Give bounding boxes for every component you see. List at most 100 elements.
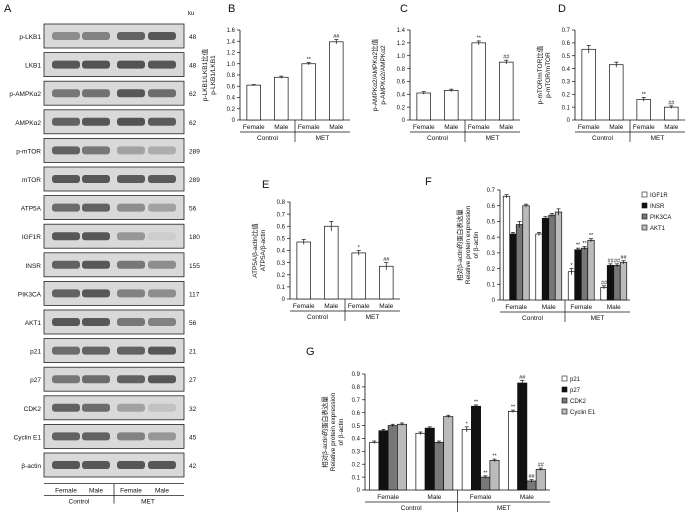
y-tick-label: 0.7: [352, 398, 361, 404]
blot-band: [82, 117, 110, 126]
y-tick-label: 1.6: [227, 28, 236, 34]
blot-band: [117, 175, 145, 183]
y-tick-label: 0.5: [487, 220, 496, 226]
bar: [509, 233, 517, 301]
blot-band: [148, 146, 176, 155]
size-label: 27: [189, 377, 197, 384]
x-tick-label: Male: [324, 303, 338, 310]
panel-c: C 0 0.2 0.4 0.6 0.8 1.0 1.2 1.4 p-AMPKα2/AMPKα2比值…: [370, 3, 520, 142]
y-tick-label: 0.6: [277, 224, 286, 230]
x-group-label: Control: [401, 505, 423, 512]
group-label: Control: [69, 499, 91, 506]
bar: [378, 430, 389, 491]
y-axis-title-en: p-AMPKα2/AMPKα2: [380, 45, 387, 105]
y-axis-title: 相对β-actin的蛋白表达量: [455, 209, 464, 281]
blot-band: [82, 318, 110, 326]
x-group-label: MET: [497, 505, 511, 512]
bar: [554, 211, 563, 301]
x-tick-label: Male: [664, 124, 678, 131]
y-tick-label: 0.8: [227, 73, 236, 79]
bar: [434, 441, 444, 491]
x-tick-label: Male: [607, 304, 621, 311]
panel-b: B 0 0.2 0.4 0.6 0.8 1.0 1.2 1.4 1.6 p-LKB1/LKB1比值 p…: [200, 3, 350, 142]
panel-e: E 0 0.1 0.2 0.3 0.4 0.5 0.6 0.7 0.8 ATP5A/β-actin比…: [250, 179, 400, 321]
x-tick-label: Female: [468, 124, 490, 131]
legend-swatch: [641, 213, 648, 220]
y-tick-label: 0.4: [487, 235, 496, 241]
y-tick-label: 1.0: [397, 54, 406, 60]
blot-band: [117, 346, 145, 355]
x-group-label: Control: [307, 314, 329, 321]
legend-label: IGF1R: [650, 193, 668, 199]
blot-band: [117, 89, 145, 98]
y-tick-label: 0.6: [397, 80, 406, 86]
panel-d: D 0 0.1 0.2 0.3 0.4 0.5 0.6 0.7 p-mTOR/mTOR比值 p-mT…: [535, 3, 685, 142]
bar: [329, 41, 344, 121]
y-tick-label: 0.2: [227, 107, 236, 113]
blot-band: [52, 203, 80, 212]
y-tick-label: 0.4: [227, 96, 236, 102]
significance-mark: ##: [333, 34, 340, 40]
size-label: 155: [189, 263, 200, 270]
y-tick-label: 0.9: [352, 372, 361, 378]
legend-swatch: [561, 397, 568, 404]
y-tick-label: 0.6: [487, 204, 496, 210]
bar: [387, 425, 398, 491]
bar: [499, 61, 514, 121]
blot-band: [117, 318, 145, 326]
bar: [600, 287, 608, 301]
y-tick-label: 0.5: [562, 54, 571, 60]
blot-band: [82, 32, 110, 40]
bar: [274, 76, 289, 121]
blot-band: [82, 346, 110, 355]
protein-label: p-mTOR: [16, 148, 41, 155]
y-axis-title-en: Relative protein expression: [465, 205, 472, 284]
significance-mark: *: [570, 263, 573, 269]
blot-band: [148, 289, 176, 298]
protein-label: AMPKα2: [15, 120, 41, 127]
significance-mark: ##: [528, 474, 535, 480]
y-tick-label: 1.0: [227, 62, 236, 68]
group-label: MET: [141, 499, 155, 506]
bar: [613, 265, 621, 301]
y-tick-label: 0.3: [487, 251, 496, 257]
legend-label: p27: [570, 388, 581, 394]
blot-band: [117, 260, 145, 269]
bar: [541, 217, 550, 301]
blot-band: [52, 60, 80, 69]
y-tick-label: 0: [282, 297, 286, 303]
x-tick-label: Female: [633, 124, 655, 131]
size-label: 48: [189, 63, 197, 70]
significance-mark: *: [358, 245, 361, 251]
blot-band: [82, 60, 110, 69]
significance-mark: **: [307, 57, 312, 63]
y-axis-title: ATP5A/β-actin比值: [250, 223, 259, 278]
panel-letter: G: [306, 346, 315, 358]
size-label: 62: [189, 91, 197, 98]
y-tick-label: 0.4: [277, 249, 286, 255]
y-tick-label: 0.5: [277, 237, 286, 243]
significance-mark: ##: [607, 258, 614, 264]
bar: [416, 92, 431, 121]
blot-band: [82, 232, 110, 241]
bar: [471, 405, 481, 491]
y-axis-title-en: p-LKB1/LKB1: [210, 55, 217, 95]
x-tick-label: Male: [274, 124, 288, 131]
x-tick-label: Male: [609, 124, 623, 131]
significance-mark: ##: [519, 375, 526, 381]
size-label: 180: [189, 234, 200, 241]
blot-band: [52, 375, 80, 384]
protein-label: p27: [30, 377, 41, 384]
protein-label: CDK2: [24, 406, 42, 413]
y-tick-label: 0.6: [562, 41, 571, 47]
blot-band: [82, 203, 110, 212]
bar: [535, 233, 543, 301]
blot-band: [117, 232, 145, 241]
y-tick-label: 0.3: [352, 450, 361, 456]
blot-band: [117, 146, 145, 155]
x-group-label: Control: [427, 135, 449, 142]
legend-swatch: [561, 386, 568, 393]
y-tick-label: 0.6: [227, 84, 236, 90]
bar: [606, 265, 615, 301]
significance-mark: **: [511, 405, 516, 411]
